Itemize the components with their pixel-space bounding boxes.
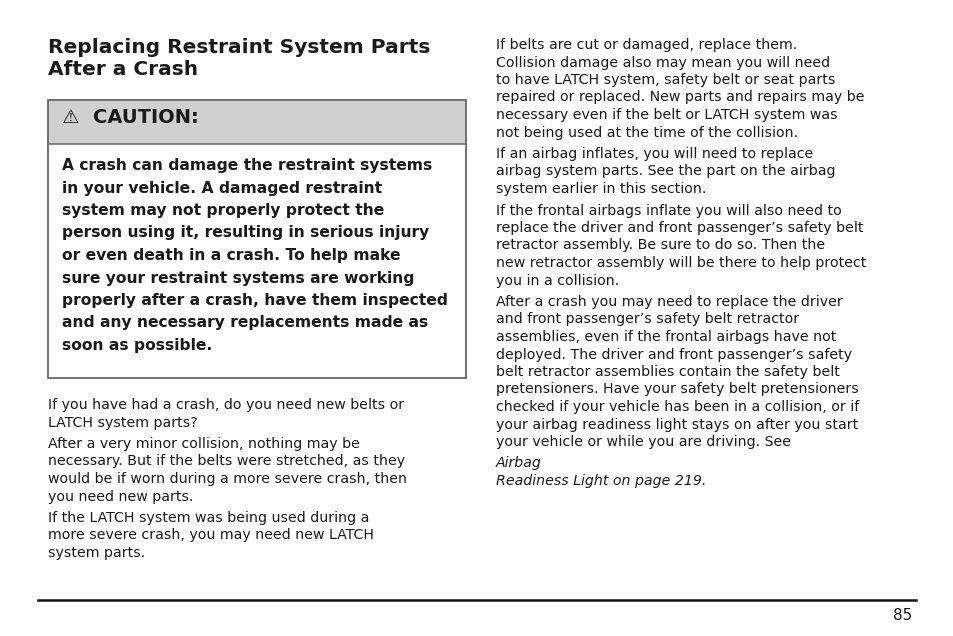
Text: would be if worn during a more severe crash, then: would be if worn during a more severe cr… [48,472,407,486]
Text: LATCH system parts?: LATCH system parts? [48,415,197,429]
Text: If belts are cut or damaged, replace them.: If belts are cut or damaged, replace the… [496,38,797,52]
Text: system parts.: system parts. [48,546,145,560]
Text: ⚠  CAUTION:: ⚠ CAUTION: [62,108,198,127]
Text: checked if your vehicle has been in a collision, or if: checked if your vehicle has been in a co… [496,400,859,414]
Text: your airbag readiness light stays on after you start: your airbag readiness light stays on aft… [496,417,858,431]
Text: necessary. But if the belts were stretched, as they: necessary. But if the belts were stretch… [48,455,405,469]
Text: After a Crash: After a Crash [48,60,198,79]
Text: not being used at the time of the collision.: not being used at the time of the collis… [496,125,798,139]
Text: retractor assembly. Be sure to do so. Then the: retractor assembly. Be sure to do so. Th… [496,238,824,252]
Text: you need new parts.: you need new parts. [48,490,193,504]
Text: A crash can damage the restraint systems: A crash can damage the restraint systems [62,158,432,173]
Text: system earlier in this section.: system earlier in this section. [496,182,705,196]
Text: soon as possible.: soon as possible. [62,338,213,353]
Text: Airbag: Airbag [496,457,541,471]
Text: If you have had a crash, do you need new belts or: If you have had a crash, do you need new… [48,398,404,412]
Text: replace the driver and front passenger’s safety belt: replace the driver and front passenger’s… [496,221,862,235]
Text: belt retractor assemblies contain the safety belt: belt retractor assemblies contain the sa… [496,365,839,379]
Text: to have LATCH system, safety belt or seat parts: to have LATCH system, safety belt or sea… [496,73,835,87]
Text: If the frontal airbags inflate you will also need to: If the frontal airbags inflate you will … [496,204,841,218]
Bar [48,100,465,144]
Text: airbag system parts. See the part on the airbag: airbag system parts. See the part on the… [496,165,835,179]
Text: If the LATCH system was being used during a: If the LATCH system was being used durin… [48,511,369,525]
Text: Collision damage also may mean you will need: Collision damage also may mean you will … [496,55,829,69]
Text: assemblies, even if the frontal airbags have not: assemblies, even if the frontal airbags … [496,330,836,344]
Text: deployed. The driver and front passenger’s safety: deployed. The driver and front passenger… [496,347,851,361]
Text: in your vehicle. A damaged restraint: in your vehicle. A damaged restraint [62,181,382,195]
Text: pretensioners. Have your safety belt pretensioners: pretensioners. Have your safety belt pre… [496,382,858,396]
Text: If an airbag inflates, you will need to replace: If an airbag inflates, you will need to … [496,147,812,161]
Text: repaired or replaced. New parts and repairs may be: repaired or replaced. New parts and repa… [496,90,863,104]
Bar [48,100,465,378]
Bar [48,144,465,378]
Text: new retractor assembly will be there to help protect: new retractor assembly will be there to … [496,256,865,270]
Text: Readiness Light on page 219.: Readiness Light on page 219. [496,474,705,488]
Text: sure your restraint systems are working: sure your restraint systems are working [62,270,414,286]
Text: Replacing Restraint System Parts: Replacing Restraint System Parts [48,38,430,57]
Text: After a very minor collision, nothing may be: After a very minor collision, nothing ma… [48,437,359,451]
Text: and any necessary replacements made as: and any necessary replacements made as [62,315,428,331]
Text: or even death in a crash. To help make: or even death in a crash. To help make [62,248,400,263]
Text: your vehicle or while you are driving. See: your vehicle or while you are driving. S… [496,435,795,449]
Text: properly after a crash, have them inspected: properly after a crash, have them inspec… [62,293,447,308]
Text: 85: 85 [892,608,911,623]
Text: After a crash you may need to replace the driver: After a crash you may need to replace th… [496,295,841,309]
Text: and front passenger’s safety belt retractor: and front passenger’s safety belt retrac… [496,312,799,326]
Text: system may not properly protect the: system may not properly protect the [62,203,384,218]
Text: necessary even if the belt or LATCH system was: necessary even if the belt or LATCH syst… [496,108,837,122]
Text: you in a collision.: you in a collision. [496,273,618,287]
Text: more severe crash, you may need new LATCH: more severe crash, you may need new LATC… [48,529,374,543]
Text: person using it, resulting in serious injury: person using it, resulting in serious in… [62,226,429,240]
